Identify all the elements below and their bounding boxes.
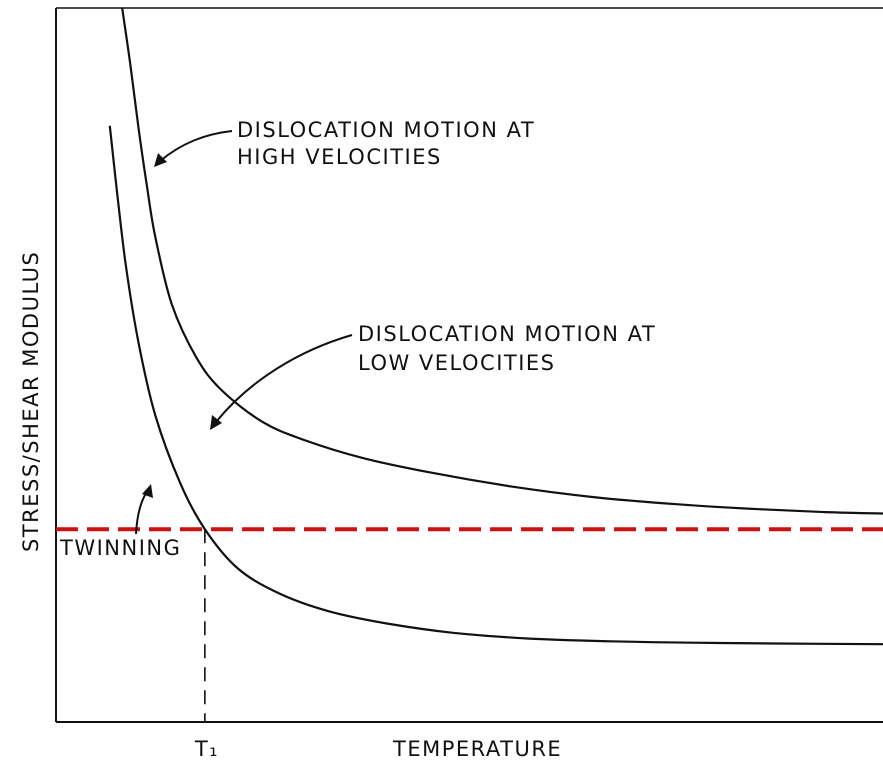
- annotation-low-line1: DISLOCATION MOTION AT: [358, 322, 656, 346]
- annotation-arrow-twinning: [135, 484, 153, 535]
- annotation-low-line2: LOW VELOCITIES: [358, 351, 556, 375]
- x-axis-label: TEMPERATURE: [392, 737, 562, 761]
- series-line-low-velocities: [108, 125, 883, 646]
- annotation-high-line1: DISLOCATION MOTION AT: [237, 118, 535, 142]
- annotation-arrow-high: [154, 130, 233, 167]
- annotation-high-line2: HIGH VELOCITIES: [237, 145, 442, 169]
- y-axis-label: STRESS/SHEAR MODULUS: [19, 251, 43, 552]
- x-tick-label-t1: T₁: [194, 737, 219, 761]
- annotation-arrow-low: [210, 334, 353, 430]
- annotation-twinning: TWINNING: [59, 536, 181, 560]
- series-line-high-velocities: [121, 7, 883, 515]
